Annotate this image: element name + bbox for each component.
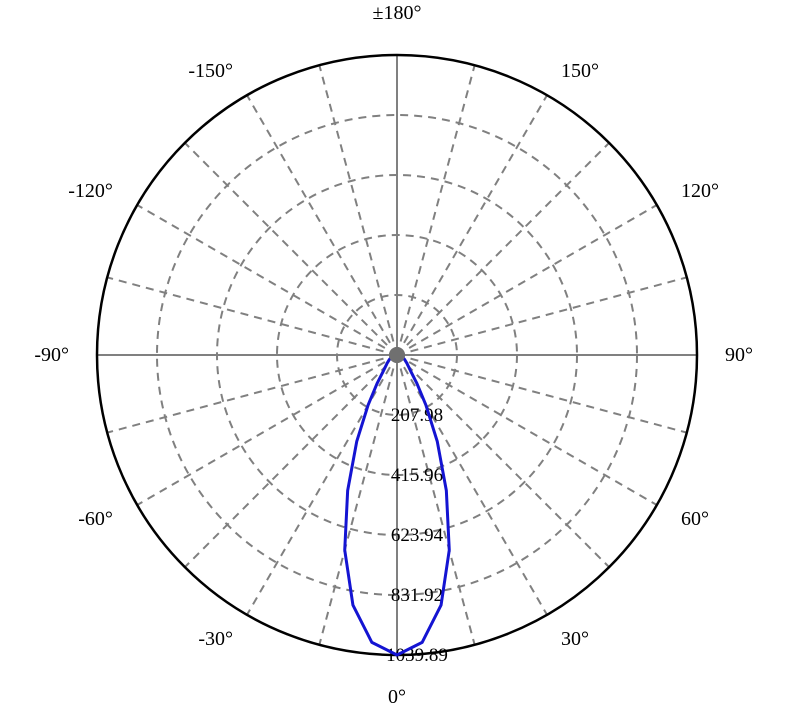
radial-label: 207.98 bbox=[391, 405, 443, 426]
grid-spoke bbox=[397, 277, 687, 355]
angle-label: 150° bbox=[561, 60, 599, 82]
angle-label: 30° bbox=[561, 628, 589, 650]
grid-spoke bbox=[319, 65, 397, 355]
grid-spoke bbox=[319, 355, 397, 645]
grid-spoke bbox=[247, 95, 397, 355]
polar-chart: 207.98415.96623.94831.921039.89±180°150°… bbox=[0, 0, 798, 719]
grid-spoke bbox=[185, 355, 397, 567]
radial-label: 831.92 bbox=[391, 585, 443, 606]
radial-label: 623.94 bbox=[391, 525, 444, 546]
center-dot bbox=[389, 347, 405, 363]
grid-spoke bbox=[397, 65, 475, 355]
angle-label: -120° bbox=[68, 180, 113, 202]
grid-spoke bbox=[107, 277, 397, 355]
grid-spoke bbox=[107, 355, 397, 433]
angle-label: -30° bbox=[198, 628, 233, 650]
grid-spoke bbox=[397, 95, 547, 355]
radial-label: 415.96 bbox=[391, 465, 443, 486]
grid-spoke bbox=[397, 143, 609, 355]
angle-label: 90° bbox=[725, 344, 753, 366]
grid-spoke bbox=[137, 355, 397, 505]
angle-label: ±180° bbox=[373, 2, 422, 24]
angle-label: 0° bbox=[388, 686, 406, 708]
angle-label: -150° bbox=[188, 60, 233, 82]
grid-spoke bbox=[247, 355, 397, 615]
angle-label: 120° bbox=[681, 180, 719, 202]
grid-spoke bbox=[397, 205, 657, 355]
angle-label: -90° bbox=[34, 344, 69, 366]
angle-label: -60° bbox=[78, 508, 113, 530]
angle-label: 60° bbox=[681, 508, 709, 530]
grid-spoke bbox=[137, 205, 397, 355]
grid-spoke bbox=[185, 143, 397, 355]
